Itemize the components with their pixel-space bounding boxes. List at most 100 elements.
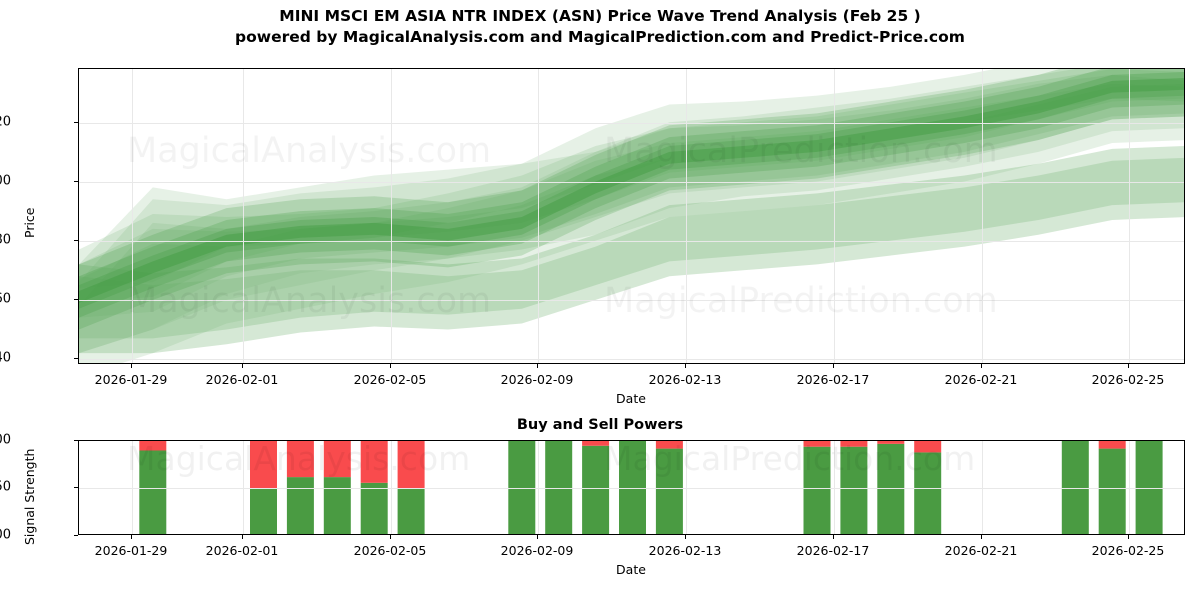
xtick-label-p2: 2026-02-05 [353,372,427,387]
signal-x-axis-label: Date [616,562,646,577]
gridline-940 [79,359,1184,360]
wave-band-8 [79,69,1184,330]
sell-power-bar [397,441,425,489]
xtick-label-p0: 2026-01-29 [94,372,168,387]
gridline-x-6 [982,69,983,363]
wave-band-7 [79,157,1184,339]
xtick-label-s3: 2026-02-09 [500,543,574,558]
ytick-label-940: 940 [0,350,11,366]
sell-power-bar [250,441,277,489]
ytick-mark-960 [74,299,78,300]
buy-sell-plot-area: MagicalAnalysis.com MagicalPrediction.co… [78,440,1185,535]
gridline-x-1 [243,69,244,363]
gridline-960 [79,300,1184,301]
xtick-label-s0: 2026-01-29 [94,543,168,558]
gridline-1000 [79,182,1184,183]
buy-power-bar [323,477,351,534]
xtick-label-p5: 2026-02-17 [796,372,870,387]
xtick-mark-p1 [242,364,243,368]
buy-power-bar [397,488,425,534]
xtick-mark-p5 [833,364,834,368]
ytick-mark-1000 [74,181,78,182]
ytick-label-1020: 1020 [0,114,11,130]
buy-power-bar [619,441,646,534]
buy-power-bar [360,482,388,534]
sell-power-bar [286,441,314,478]
ytick-label-980: 980 [0,232,11,248]
page-subtitle: powered by MagicalAnalysis.com and Magic… [235,28,965,46]
wave-band-6 [79,146,1184,354]
signal-chart-title: Buy and Sell Powers [516,417,684,433]
signal-gridline-x-7 [1129,441,1130,534]
sell-power-bar [655,441,683,449]
price-wave-plot-area: MagicalAnalysis.com MagicalPrediction.co… [78,68,1185,364]
signal-gridline-x-1 [243,441,244,534]
signal-gridline-x-2 [391,441,392,534]
xtick-label-s7: 2026-02-25 [1091,543,1165,558]
sell-power-bar [582,441,610,446]
price-x-axis-label: Date [616,391,646,406]
buy-power-bar [1135,441,1163,534]
wave-band-11 [79,77,1184,303]
buy-power-bar [508,441,536,534]
ytick-mark-sig-1 [74,440,78,441]
xtick-label-s1: 2026-02-01 [205,543,279,558]
sell-power-bar [914,441,942,453]
xtick-label-p1: 2026-02-01 [205,372,279,387]
signal-gridline-x-5 [834,441,835,534]
xtick-label-p7: 2026-02-25 [1091,372,1165,387]
xtick-label-s6: 2026-02-21 [944,543,1018,558]
signal-gridline-x-4 [686,441,687,534]
signal-gridline-x-3 [538,441,539,534]
sell-power-bar [360,441,388,483]
xtick-mark-s0 [131,535,132,539]
xtick-label-p6: 2026-02-21 [944,372,1018,387]
xtick-label-p4: 2026-02-13 [648,372,722,387]
signal-gridline-x-6 [982,441,983,534]
xtick-label-p3: 2026-02-09 [500,372,574,387]
wave-band-1 [79,69,1184,354]
gridline-x-0 [132,69,133,363]
buy-power-bar [914,452,942,534]
ytick-mark-980 [74,240,78,241]
gridline-1020 [79,123,1184,124]
buy-power-bar [840,446,868,534]
ytick-label-sig-1: 1.00 [0,432,11,448]
ytick-label-sig-05: 0.50 [0,479,11,495]
wave-band-10 [79,72,1184,309]
signal-y-axis-label: Signal Strength [22,448,37,545]
buy-power-bar [582,445,610,534]
xtick-mark-p7 [1128,364,1129,368]
xtick-mark-p6 [981,364,982,368]
wave-band-3 [79,69,1184,318]
buy-power-bar [655,448,683,534]
sell-power-bar [323,441,351,478]
xtick-mark-p2 [390,364,391,368]
sell-power-bar [1098,441,1126,449]
xtick-mark-p4 [685,364,686,368]
sell-power-bar [803,441,831,447]
xtick-label-s5: 2026-02-17 [796,543,870,558]
sell-power-bar [840,441,868,447]
xtick-mark-s3 [537,535,538,539]
xtick-mark-s2 [390,535,391,539]
price-wave-bands [79,69,1184,363]
gridline-x-4 [686,69,687,363]
sell-power-bar [877,441,905,444]
wave-band-4 [79,83,1184,303]
xtick-mark-s6 [981,535,982,539]
buy-power-bar [545,441,573,534]
ytick-mark-sig-05 [74,487,78,488]
sell-power-bar [139,441,167,451]
signal-gridline-x-0 [132,441,133,534]
buy-power-bar [1061,441,1089,534]
buy-power-bar [1098,448,1126,534]
price-y-axis-label: Price [22,207,37,239]
chart-title-block: MINI MSCI EM ASIA NTR INDEX (ASN) Price … [0,6,1200,48]
wave-band-0 [79,69,1184,363]
buy-power-bar [877,443,905,534]
xtick-mark-s5 [833,535,834,539]
gridline-x-7 [1129,69,1130,363]
gridline-x-5 [834,69,835,363]
xtick-mark-s4 [685,535,686,539]
